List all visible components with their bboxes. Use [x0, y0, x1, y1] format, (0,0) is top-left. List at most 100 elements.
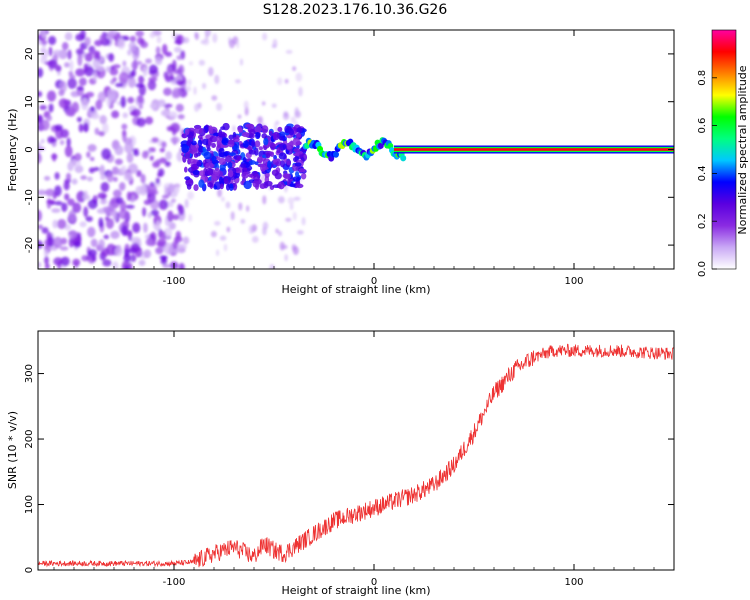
spectrogram-ytick-label: -20 [24, 237, 35, 253]
snr-xtick-label: 100 [564, 577, 583, 588]
heatmap-cell [76, 116, 82, 123]
colorbar-tick-label: 0.4 [697, 165, 708, 181]
heatmap-cell [130, 254, 137, 262]
heatmap-cell [156, 35, 162, 44]
heatmap-cell [142, 181, 147, 193]
heatmap-cell [98, 208, 105, 214]
heatmap-cell [97, 91, 107, 103]
heatmap-cell [155, 177, 160, 184]
heatmap-cell [84, 52, 93, 62]
heatmap-cell [129, 110, 138, 116]
heatmap-cell [251, 140, 256, 148]
heatmap-cell [262, 221, 269, 230]
heatmap-cell [221, 196, 225, 202]
heatmap-cell [270, 142, 276, 151]
heatmap-cell [76, 190, 86, 203]
heatmap-cell [149, 155, 154, 161]
heatmap-cell [286, 160, 291, 166]
heatmap-cell [138, 259, 146, 266]
heatmap-cell [161, 256, 167, 262]
heatmap-cell [205, 162, 214, 169]
heatmap-cell [234, 79, 241, 84]
heatmap-cell [51, 208, 61, 213]
heatmap-cell [168, 222, 176, 230]
heatmap-cell [80, 175, 87, 180]
heatmap-cell [257, 116, 263, 125]
heatmap-cell [226, 226, 231, 233]
heatmap-cell [38, 91, 43, 98]
heatmap-cell [243, 180, 252, 190]
heatmap-cell [210, 230, 217, 238]
heatmap-cell [145, 58, 152, 64]
heatmap-cell [92, 58, 100, 69]
heatmap-cell [216, 135, 223, 145]
heatmap-cell [184, 128, 190, 136]
heatmap-cell [163, 87, 172, 96]
heatmap-cell [98, 238, 105, 251]
heatmap-cell [48, 46, 53, 57]
heatmap-cell [292, 183, 296, 188]
heatmap-cell [200, 39, 206, 45]
heatmap-cell [192, 169, 200, 176]
heatmap-cell [53, 257, 63, 266]
heatmap-cell [132, 48, 140, 61]
heatmap-cell [61, 202, 68, 212]
heatmap-cell [98, 130, 105, 137]
heatmap-cell [256, 156, 263, 164]
heatmap-cell [105, 31, 116, 38]
heatmap-cell [52, 219, 58, 229]
heatmap-cell [145, 238, 154, 246]
heatmap-cell [112, 64, 121, 69]
heatmap-cell [48, 59, 58, 69]
heatmap-cell [232, 182, 238, 191]
heatmap-cell [118, 71, 129, 84]
heatmap-cell [277, 126, 283, 133]
heatmap-cell [186, 183, 192, 190]
heatmap-cell [296, 127, 303, 134]
heatmap-cell [292, 211, 297, 221]
heatmap-cell [228, 39, 235, 49]
heatmap-cell [76, 86, 84, 91]
heatmap-cell [78, 77, 87, 87]
heatmap-cell [109, 67, 119, 76]
heatmap-cell [142, 207, 147, 217]
heatmap-cell [41, 30, 46, 39]
heatmap-cell [262, 195, 267, 205]
heatmap-cell [168, 111, 178, 120]
heatmap-cell [217, 188, 223, 198]
heatmap-cell [228, 152, 236, 157]
heatmap-cell [193, 153, 199, 158]
heatmap-cell [281, 244, 288, 250]
heatmap-cell [67, 78, 77, 89]
heatmap-cell [38, 67, 44, 78]
heatmap-cell [86, 151, 91, 159]
heatmap-cell [174, 39, 182, 45]
colorbar-gradient [712, 30, 736, 269]
heatmap-cell [136, 117, 146, 127]
heatmap-cell [114, 246, 123, 257]
heatmap-cell [53, 236, 63, 249]
heatmap-cell [202, 146, 207, 153]
heatmap-cell [132, 222, 141, 234]
heatmap-blob [180, 122, 308, 192]
heatmap-cell [148, 64, 158, 75]
heatmap-cell [114, 145, 124, 156]
spectrogram-ytick-label: 0 [24, 146, 35, 152]
snr-plot-area [38, 343, 674, 568]
heatmap-cell [191, 163, 198, 172]
heatmap-cell [253, 173, 261, 182]
heatmap-cell [301, 172, 307, 180]
heatmap-cell [254, 161, 259, 166]
heatmap-cell [295, 72, 303, 82]
heatmap-cell [259, 163, 266, 172]
snr-panel: -100 0 100 0 100 200 300 Height of straight li… [6, 330, 675, 597]
heatmap-cell [185, 86, 192, 92]
spectrogram-xtick-label: -100 [163, 276, 186, 287]
heatmap-cell [38, 146, 46, 152]
heatmap-cell [78, 123, 84, 133]
heatmap-cell [114, 158, 123, 165]
heatmap-cell [294, 107, 299, 117]
heatmap-cell [159, 157, 168, 164]
heatmap-cell [184, 166, 188, 173]
colorbar-tick-label: 0.6 [697, 118, 708, 134]
